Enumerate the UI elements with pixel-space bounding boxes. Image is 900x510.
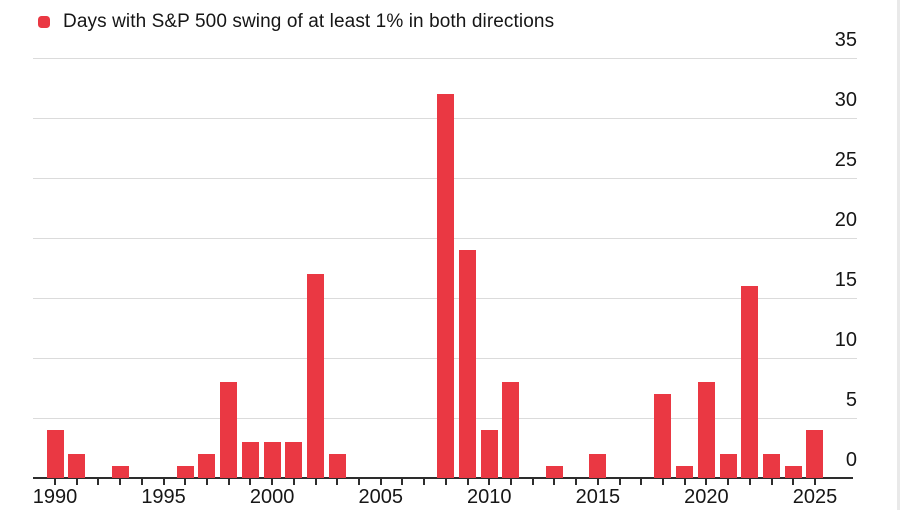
x-axis-label-2020: 2020: [684, 486, 729, 508]
x-axis-tick-2015: [596, 479, 599, 485]
x-axis-tick-2017: [640, 479, 643, 485]
bar-2025: [806, 430, 824, 478]
x-axis-line: [33, 477, 853, 479]
bar-1990: [46, 430, 64, 478]
x-axis-tick-2006: [401, 479, 404, 485]
bar-1997: [198, 454, 216, 478]
x-axis-tick-1994: [140, 479, 143, 485]
bar-2021: [719, 454, 737, 478]
x-axis-tick-2009: [466, 479, 469, 485]
x-axis-tick-2016: [618, 479, 621, 485]
legend-marker-icon: [38, 16, 50, 28]
y-axis-label-35: 35: [834, 29, 857, 51]
x-axis-tick-2014: [575, 479, 578, 485]
y-axis-label-25: 25: [834, 149, 857, 171]
bar-2015: [589, 454, 607, 478]
bar-2023: [763, 454, 781, 478]
bar-2003: [328, 454, 346, 478]
bar-2019: [676, 466, 694, 478]
x-axis-tick-1992: [97, 479, 100, 485]
x-axis-tick-1996: [184, 479, 187, 485]
x-axis-label-2000: 2000: [249, 486, 295, 508]
y-axis-label-20: 20: [834, 209, 857, 231]
bar-2002: [307, 274, 325, 478]
x-axis-tick-2013: [553, 479, 556, 485]
y-axis-label-5: 5: [845, 389, 857, 411]
x-axis-tick-2007: [423, 479, 426, 485]
x-axis-tick-2025: [813, 479, 816, 485]
x-axis-tick-1997: [205, 479, 208, 485]
x-axis-tick-2024: [792, 479, 795, 485]
x-axis-tick-2012: [531, 479, 534, 485]
x-axis-label-1990: 1990: [32, 486, 78, 508]
bar-2020: [697, 382, 715, 478]
x-axis-label-2015: 2015: [575, 486, 621, 508]
x-axis-tick-2021: [727, 479, 730, 485]
x-axis-tick-1998: [227, 479, 230, 485]
y-axis-label-0: 0: [845, 449, 857, 471]
x-axis-label-1995: 1995: [141, 486, 186, 508]
bar-2022: [741, 286, 759, 478]
x-axis-tick-2000: [271, 479, 274, 485]
y-axis-label-15: 15: [834, 269, 857, 291]
bar-2010: [480, 430, 498, 478]
bar-2011: [502, 382, 520, 478]
x-axis-tick-2005: [379, 479, 382, 485]
x-axis-tick-2011: [509, 479, 512, 485]
x-axis-tick-2023: [770, 479, 773, 485]
bar-1991: [68, 454, 86, 478]
y-axis-label-30: 30: [834, 89, 857, 111]
x-axis-tick-1999: [249, 479, 252, 485]
x-axis-tick-1995: [162, 479, 165, 485]
x-axis-tick-1990: [54, 479, 56, 485]
gridline-35: [33, 58, 857, 59]
x-axis-tick-1993: [119, 479, 122, 485]
x-axis-tick-2002: [314, 479, 317, 485]
y-axis-label-10: 10: [834, 329, 857, 351]
bar-2018: [654, 394, 672, 478]
bar-1998: [220, 382, 238, 478]
x-axis-tick-2004: [357, 479, 360, 485]
x-axis-label-2025: 2025: [792, 486, 838, 508]
x-axis-label-2005: 2005: [358, 486, 403, 508]
x-axis-tick-2008: [444, 479, 447, 485]
window-edge: [897, 0, 900, 510]
x-axis-tick-2003: [336, 479, 339, 485]
x-axis-tick-2022: [748, 479, 751, 485]
x-axis-tick-1991: [75, 479, 78, 485]
x-axis-tick-2020: [705, 479, 708, 485]
bar-2013: [545, 466, 563, 478]
x-axis-tick-2001: [292, 479, 295, 485]
x-axis-tick-2010: [488, 479, 491, 485]
bar-2024: [784, 466, 802, 478]
x-axis-tick-2019: [683, 479, 686, 485]
x-axis-label-2010: 2010: [467, 486, 512, 508]
bar-2000: [263, 442, 281, 478]
bar-2008: [437, 94, 455, 478]
x-axis-tick-2018: [661, 479, 664, 485]
legend: Days with S&P 500 swing of at least 1% i…: [38, 11, 554, 33]
bar-1993: [111, 466, 129, 478]
bar-2009: [459, 250, 477, 478]
bar-2001: [285, 442, 303, 478]
bar-1996: [176, 466, 194, 478]
bar-1999: [241, 442, 259, 478]
legend-label: Days with S&P 500 swing of at least 1% i…: [63, 11, 555, 32]
